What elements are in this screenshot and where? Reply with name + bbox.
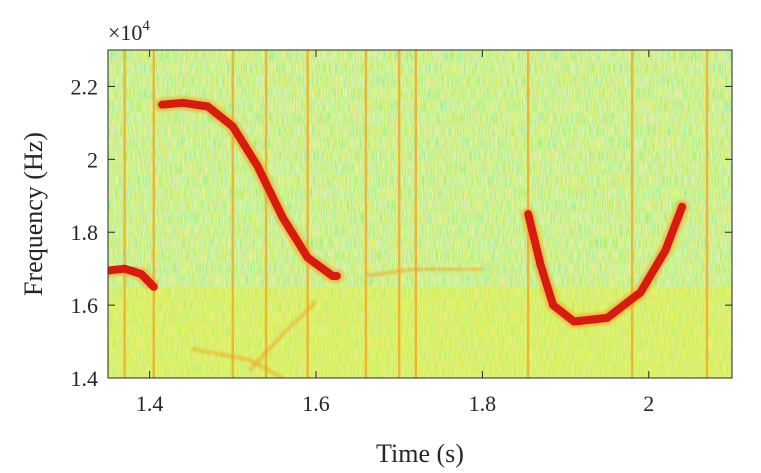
y-exponent-label: ×104	[108, 18, 150, 45]
vertical-streak	[414, 50, 418, 378]
y-exponent-base: ×10	[108, 20, 142, 45]
vertical-streak	[123, 50, 126, 378]
x-tick-label: 1.6	[302, 391, 330, 416]
vertical-streak	[306, 50, 309, 378]
y-tick-label: 1.4	[71, 366, 99, 391]
frequency-ridges	[108, 95, 690, 329]
x-tick-label: 1.4	[136, 391, 164, 416]
y-exponent-power: 4	[142, 18, 150, 34]
x-axis-title: Time (s)	[376, 439, 464, 468]
faint-ridge	[247, 300, 318, 373]
x-tick-label: 1.8	[469, 391, 497, 416]
frequency-ridge	[524, 202, 687, 326]
faint-ridge	[190, 346, 284, 378]
plot-frame	[107, 49, 733, 379]
frequency-ridge	[108, 264, 158, 291]
x-tick-label: 2	[643, 391, 654, 416]
vertical-streak	[152, 50, 155, 378]
vertical-streak	[231, 50, 234, 378]
y-axis-title: Frequency (Hz)	[19, 132, 48, 296]
x-axis-ticks: 1.4 1.6 1.8 2	[136, 50, 654, 416]
vertical-streak	[705, 50, 709, 378]
frequency-ridge	[158, 98, 341, 280]
y-tick-label: 2	[87, 147, 98, 172]
y-tick-label: 2.2	[71, 74, 99, 99]
vertical-streak	[630, 50, 634, 378]
faint-ridges	[190, 266, 483, 378]
y-axis-ticks: 1.4 1.6 1.8 2 2.2	[71, 74, 732, 391]
vertical-streak	[364, 50, 368, 378]
y-tick-label: 1.8	[71, 220, 99, 245]
vertical-streak	[264, 50, 268, 378]
vertical-streak	[398, 50, 401, 378]
faint-ridge	[365, 266, 483, 278]
y-tick-label: 1.6	[71, 293, 99, 318]
